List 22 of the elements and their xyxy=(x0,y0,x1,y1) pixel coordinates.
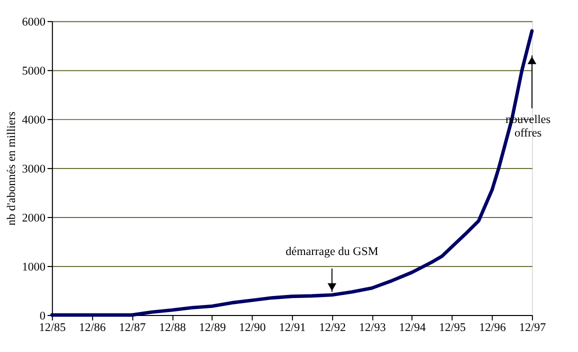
y-tick-label: 4000 xyxy=(22,113,46,126)
x-tick-label: 12/97 xyxy=(519,321,546,334)
y-tick-label: 5000 xyxy=(22,64,46,78)
x-tick-label: 12/88 xyxy=(159,321,186,334)
x-tick-label: 12/89 xyxy=(199,321,226,334)
x-tick-label: 12/96 xyxy=(479,321,506,334)
x-tick-label: 12/85 xyxy=(39,321,66,334)
x-tick-label: 12/91 xyxy=(278,321,306,334)
x-tick-label: 12/93 xyxy=(359,321,386,334)
y-tick-label: 3000 xyxy=(22,162,46,176)
x-tick-label: 12/95 xyxy=(439,321,466,334)
annotation: démarrage du GSM xyxy=(286,245,379,258)
x-tick-label: 12/92 xyxy=(319,321,346,334)
y-tick-label: 0 xyxy=(40,309,46,322)
y-axis-title: nb d'abonnés en milliers xyxy=(5,111,18,226)
y-tick-label: 2000 xyxy=(22,211,46,224)
x-tick-label: 12/90 xyxy=(239,321,266,334)
x-tick-label: 12/87 xyxy=(118,321,146,334)
y-tick-label: 1000 xyxy=(22,260,46,274)
x-tick-label: 12/94 xyxy=(399,321,426,334)
y-tick-label: 6000 xyxy=(22,16,46,29)
x-tick-label: 12/86 xyxy=(79,321,106,334)
